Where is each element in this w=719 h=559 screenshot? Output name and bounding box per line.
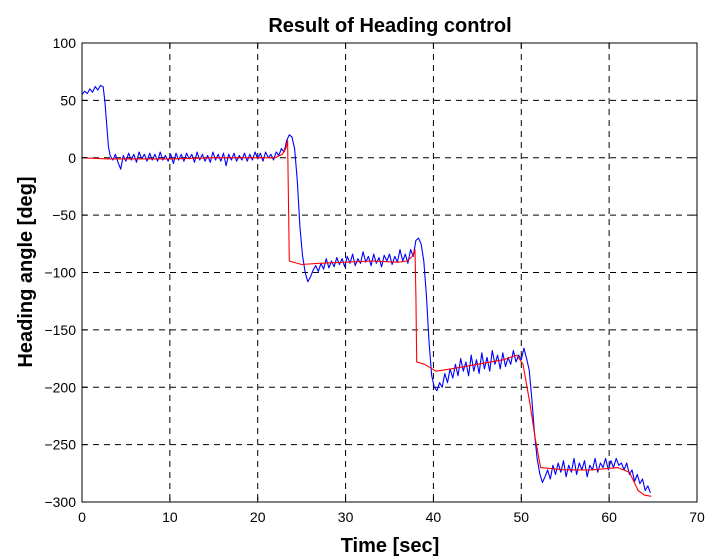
y-tick-label: −50 xyxy=(52,207,76,223)
x-tick-label: 70 xyxy=(689,509,705,525)
x-tick-label: 10 xyxy=(162,509,178,525)
series-layer xyxy=(81,84,652,497)
chart-title: Result of Heading control xyxy=(268,15,511,37)
x-tick-label: 0 xyxy=(78,509,86,525)
x-tick-labels: 0 10 20 30 40 50 60 70 xyxy=(78,509,705,525)
x-tick-label: 50 xyxy=(513,509,529,525)
x-tick-label: 40 xyxy=(426,509,442,525)
y-tick-label: −250 xyxy=(44,437,76,453)
y-axis-label: Heading angle [deg] xyxy=(15,176,37,367)
y-tick-labels: 100 50 0 −50 −100 −150 −200 −250 −300 xyxy=(44,35,76,510)
y-tick-label: −200 xyxy=(44,379,76,395)
x-tick-label: 30 xyxy=(338,509,354,525)
y-tick-label: 50 xyxy=(60,92,76,108)
series-line-blue xyxy=(81,84,651,493)
grid-lines xyxy=(82,43,697,502)
y-tick-label: −150 xyxy=(44,322,76,338)
series-line-red xyxy=(81,139,652,497)
y-tick-label: 100 xyxy=(53,35,77,51)
y-tick-label: −100 xyxy=(44,265,76,281)
x-tick-label: 20 xyxy=(250,509,266,525)
axis-ticks xyxy=(81,42,698,503)
y-tick-label: 0 xyxy=(68,150,76,166)
x-tick-label: 60 xyxy=(601,509,617,525)
y-tick-label: −300 xyxy=(44,494,76,510)
x-axis-label: Time [sec] xyxy=(341,535,440,557)
